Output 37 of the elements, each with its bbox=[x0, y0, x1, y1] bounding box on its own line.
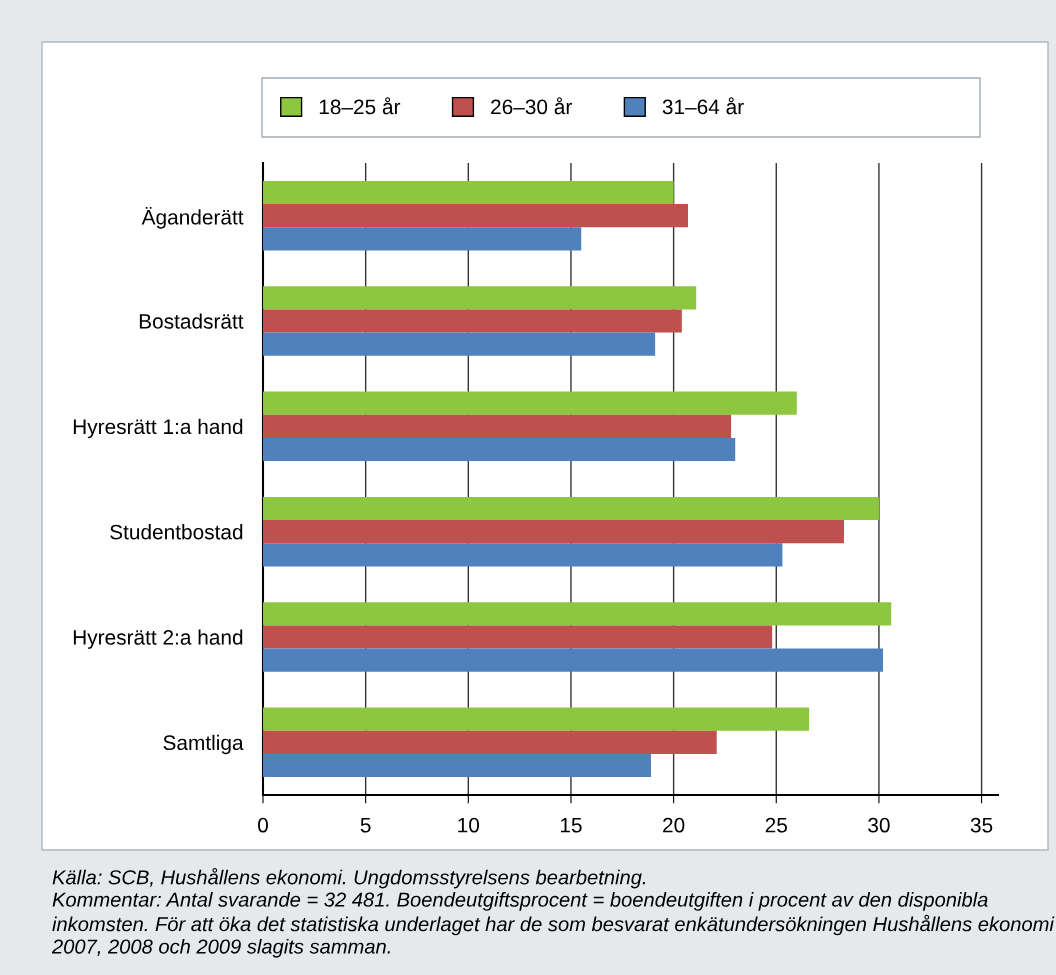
legend-label: 26–30 år bbox=[491, 97, 572, 115]
text: Kommentar: Antal svarande = 32 481. Boendeutgiftsprocent = boendeutgiften i procent av den disponibla inkomsten. För att öka det statistiska underlaget har de som besvarat enkätundersökningen Hushållens ekonomi 2007, 2008 och 2009 slagits samman. bbox=[51, 892, 1055, 958]
bar bbox=[263, 286, 697, 310]
bar bbox=[263, 730, 717, 754]
bar bbox=[263, 180, 674, 205]
text: Källa: SCB, Hushållens ekonomi. Ungdomsstyrelsens bearbetning. bbox=[52, 868, 646, 889]
legend-label: 18–25 år bbox=[319, 97, 401, 115]
x-tick-label: 30 bbox=[868, 817, 890, 833]
x-tick-label: 35 bbox=[970, 817, 993, 833]
bar bbox=[263, 309, 682, 333]
bar bbox=[263, 227, 582, 251]
y-tick-label: Bostadsrätt bbox=[139, 313, 244, 329]
bar bbox=[263, 648, 884, 672]
x-tick-label: 25 bbox=[765, 817, 787, 833]
bar bbox=[263, 707, 810, 731]
bar bbox=[263, 625, 773, 649]
bar bbox=[263, 414, 732, 438]
bar bbox=[263, 204, 688, 228]
y-tick-label: Hyresrätt 1:a hand bbox=[73, 418, 243, 439]
y-tick-label: Äganderätt bbox=[141, 206, 244, 229]
x-tick-label: 0 bbox=[258, 817, 268, 833]
x-tick-label: 20 bbox=[663, 817, 685, 833]
legend-label: 31–64 år bbox=[662, 97, 744, 115]
bar bbox=[263, 520, 845, 544]
x-tick-label: 5 bbox=[360, 817, 371, 833]
x-tick-label: 10 bbox=[458, 817, 480, 833]
bar bbox=[263, 602, 892, 626]
y-tick-label: Samtliga bbox=[163, 734, 244, 755]
bar bbox=[263, 753, 652, 778]
bar bbox=[263, 496, 879, 521]
bar bbox=[263, 437, 736, 462]
y-tick-label: Studentbostad bbox=[110, 524, 243, 540]
bar bbox=[263, 391, 797, 415]
bar bbox=[263, 332, 656, 356]
y-tick-label: Hyresrätt 2:a hand bbox=[73, 629, 243, 649]
bar bbox=[263, 543, 783, 567]
x-tick-label: 15 bbox=[560, 817, 582, 833]
